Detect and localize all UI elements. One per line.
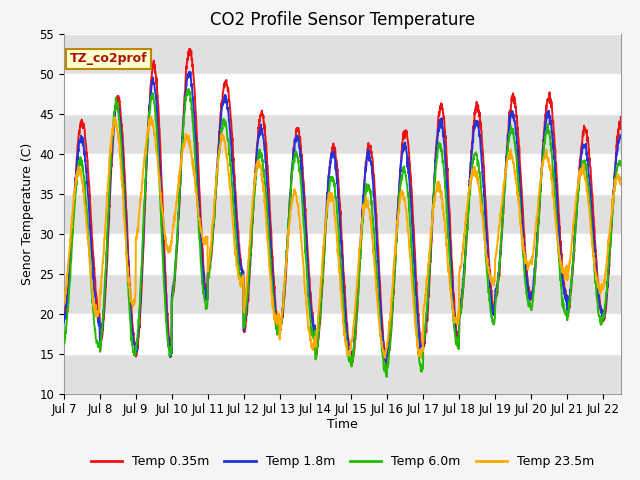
Legend: Temp 0.35m, Temp 1.8m, Temp 6.0m, Temp 23.5m: Temp 0.35m, Temp 1.8m, Temp 6.0m, Temp 2… [86,450,599,473]
Bar [64,114,621,154]
Y-axis label: Senor Temperature (C): Senor Temperature (C) [21,143,34,285]
Bar [64,34,621,73]
Text: TZ_co2prof: TZ_co2prof [70,52,147,65]
Bar [64,354,621,394]
Title: CO2 Profile Sensor Temperature: CO2 Profile Sensor Temperature [210,11,475,29]
X-axis label: Time: Time [327,418,358,431]
Bar [64,193,621,234]
Bar [64,274,621,313]
